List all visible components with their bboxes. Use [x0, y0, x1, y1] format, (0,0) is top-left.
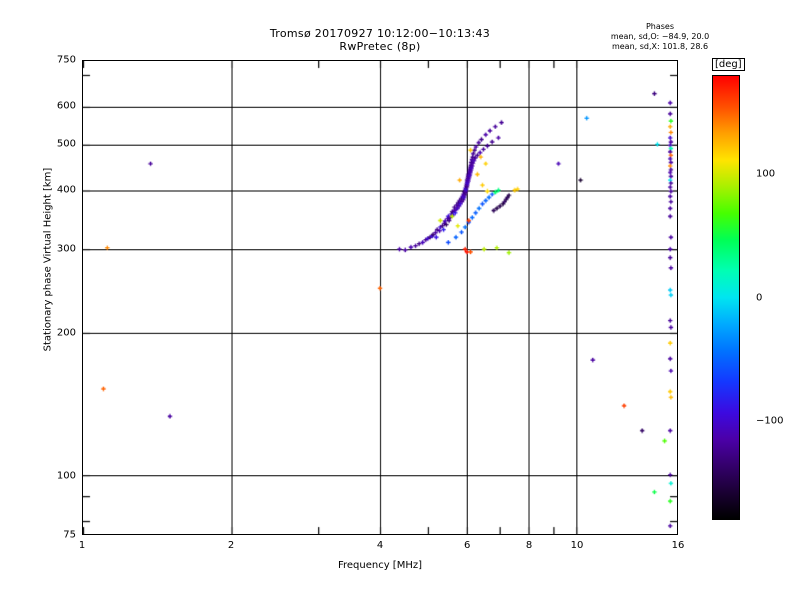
- y-tick-750: 750: [56, 54, 76, 66]
- x-tick-8: 8: [525, 540, 533, 551]
- x-tick-6: 6: [463, 540, 471, 551]
- y-tick-200: 200: [56, 327, 76, 339]
- stats-o-line: mean, sd,O: −84.9, 20.0: [610, 32, 710, 41]
- scatter-plot-area: [82, 60, 678, 535]
- y-tick-400: 400: [56, 184, 76, 196]
- phase-statistics: Phases mean, sd,O: −84.9, 20.0 mean, sd,…: [560, 22, 760, 52]
- y-tick-500: 500: [56, 138, 76, 150]
- y-tick-100: 100: [56, 470, 76, 482]
- colorbar-gradient: [712, 75, 740, 520]
- colorbar-tick: 100: [756, 168, 776, 180]
- x-tick-4: 4: [376, 540, 384, 551]
- x-tick-2: 2: [227, 540, 235, 551]
- colorbar-unit-label: [deg]: [712, 58, 745, 71]
- plot-title-line1: Tromsø 20170927 10:12:00−10:13:43: [269, 27, 491, 40]
- y-tick-600: 600: [56, 100, 76, 112]
- stats-heading: Phases: [645, 22, 675, 31]
- x-tick-16: 16: [671, 540, 685, 551]
- x-axis-label: Frequency [MHz]: [337, 560, 423, 571]
- y-tick-300: 300: [56, 243, 76, 255]
- colorbar-tick: 0: [756, 292, 763, 303]
- x-tick-10: 10: [570, 540, 584, 551]
- y-tick-75: 75: [63, 529, 76, 541]
- scatter-canvas: [83, 61, 677, 534]
- colorbar-tick: −100: [756, 415, 784, 427]
- plot-subtitle: RwPretec (8p): [339, 40, 421, 53]
- stats-x-line: mean, sd,X: 101.8, 28.6: [611, 42, 709, 51]
- y-axis-label: Stationary phase Virtual Height [km]: [42, 167, 54, 352]
- colorbar: 100 0 −100: [712, 75, 783, 520]
- x-tick-1: 1: [78, 540, 86, 551]
